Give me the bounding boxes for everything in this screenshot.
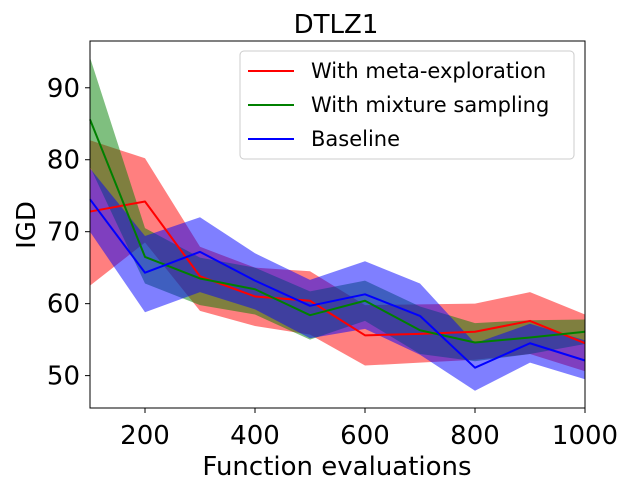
band-meta-exploration [90,140,585,372]
plot-area [89,57,586,391]
x-tick-label: 600 [340,421,390,451]
y-tick-label: 80 [47,146,80,176]
y-tick-label: 60 [47,290,80,320]
y-tick-label: 70 [47,218,80,248]
x-tick-label: 800 [450,421,500,451]
line-baseline [89,198,586,369]
axes-frame [89,40,586,409]
legend-label-baseline: Baseline [311,127,400,151]
line-meta-exploration [89,200,586,345]
x-tick-label: 1000 [552,421,618,451]
y-axis-label: IGD [12,201,42,249]
y-axis-ticks: 50 60 70 80 90 [47,74,90,392]
y-tick-label: 50 [47,362,80,392]
line-mixture-sampling [89,119,586,344]
series-lines [89,119,586,369]
legend-box [239,50,575,160]
confidence-bands [90,57,585,391]
band-baseline [90,168,585,391]
x-tick-label: 200 [120,421,170,451]
x-axis-label: Function evaluations [202,452,471,482]
legend-label-mixture-sampling: With mixture sampling [311,93,549,117]
y-tick-label: 90 [47,74,80,104]
chart-title: DTLZ1 [294,10,379,40]
x-tick-label: 400 [230,421,280,451]
legend-label-meta-exploration: With meta-exploration [311,59,546,83]
legend: With meta-exploration With mixture sampl… [239,50,575,160]
x-axis-ticks: 200 400 600 800 1000 [120,408,618,451]
